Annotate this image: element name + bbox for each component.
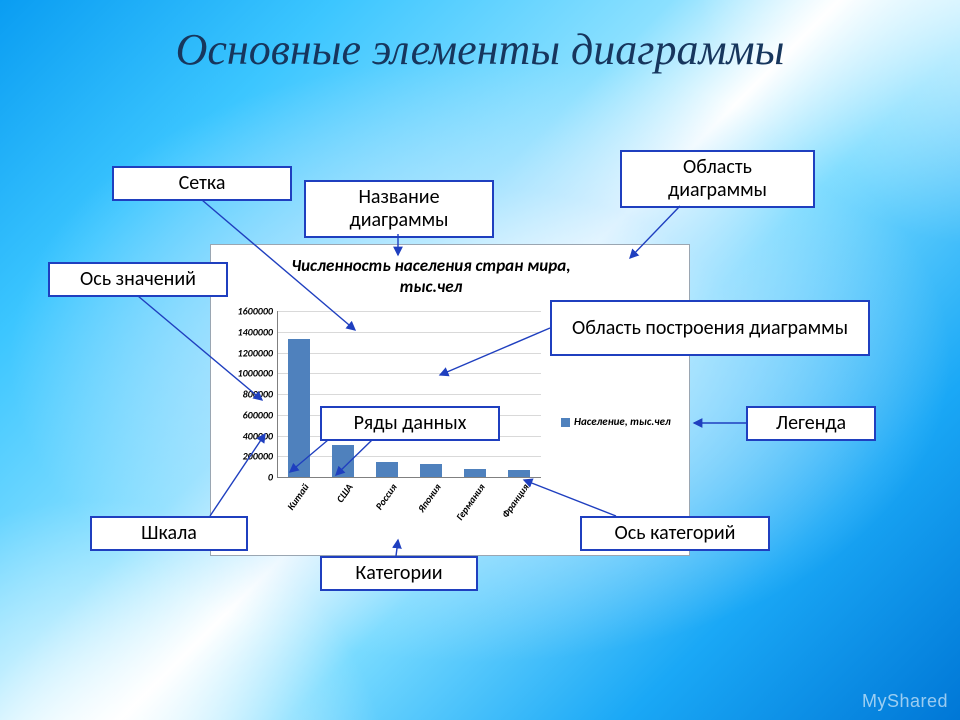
gridline <box>277 353 541 354</box>
x-category-label: США <box>333 481 355 505</box>
x-category-label: Франция <box>499 481 532 520</box>
y-tick-label: 1600000 <box>238 305 277 318</box>
gridline <box>277 456 541 457</box>
x-category-label: Япония <box>415 481 444 515</box>
callout-chart-area: Область диаграммы <box>620 150 815 208</box>
legend-swatch-icon <box>561 418 570 427</box>
legend-label: Население, тыс.чел <box>574 415 671 428</box>
y-tick-label: 200000 <box>243 450 277 463</box>
callout-grid: Сетка <box>112 166 292 201</box>
x-category-label: Германия <box>453 481 488 523</box>
callout-series: Ряды данных <box>320 406 500 441</box>
callout-legend: Легенда <box>746 406 876 441</box>
callout-categories: Категории <box>320 556 478 591</box>
gridline <box>277 373 541 374</box>
y-tick-label: 800000 <box>243 388 277 401</box>
chart-area: Численность населения стран мира, тыс.че… <box>210 244 690 556</box>
plot-area: 0200000400000600000800000100000012000001… <box>277 311 541 477</box>
slide-title: Основные элементы диаграммы <box>0 24 960 75</box>
y-axis <box>277 311 278 477</box>
y-tick-label: 1200000 <box>238 346 277 359</box>
callout-plot-area: Область построения диаграммы <box>550 300 870 356</box>
y-tick-label: 1400000 <box>238 325 277 338</box>
bar <box>420 464 442 477</box>
x-category-label: Россия <box>372 481 399 512</box>
callout-scale: Шкала <box>90 516 248 551</box>
gridline <box>277 311 541 312</box>
bar <box>332 445 354 477</box>
y-tick-label: 600000 <box>243 408 277 421</box>
bar <box>376 462 398 477</box>
bar <box>288 339 310 477</box>
bar <box>464 469 486 478</box>
slide: Основные элементы диаграммы Численность … <box>0 0 960 720</box>
callout-value-axis: Ось значений <box>48 262 228 297</box>
bar <box>508 470 530 477</box>
gridline <box>277 394 541 395</box>
y-tick-label: 1000000 <box>238 367 277 380</box>
chart-title: Численность населения стран мира, тыс.че… <box>261 255 601 297</box>
callout-cat-axis: Ось категорий <box>580 516 770 551</box>
y-tick-label: 400000 <box>243 429 277 442</box>
callout-chart-title: Название диаграммы <box>304 180 494 238</box>
x-category-label: Китай <box>284 481 312 513</box>
y-tick-label: 0 <box>268 471 277 484</box>
x-axis <box>277 477 541 478</box>
gridline <box>277 332 541 333</box>
chart-legend: Население, тыс.чел <box>561 415 671 428</box>
watermark: MyShared <box>862 691 948 712</box>
